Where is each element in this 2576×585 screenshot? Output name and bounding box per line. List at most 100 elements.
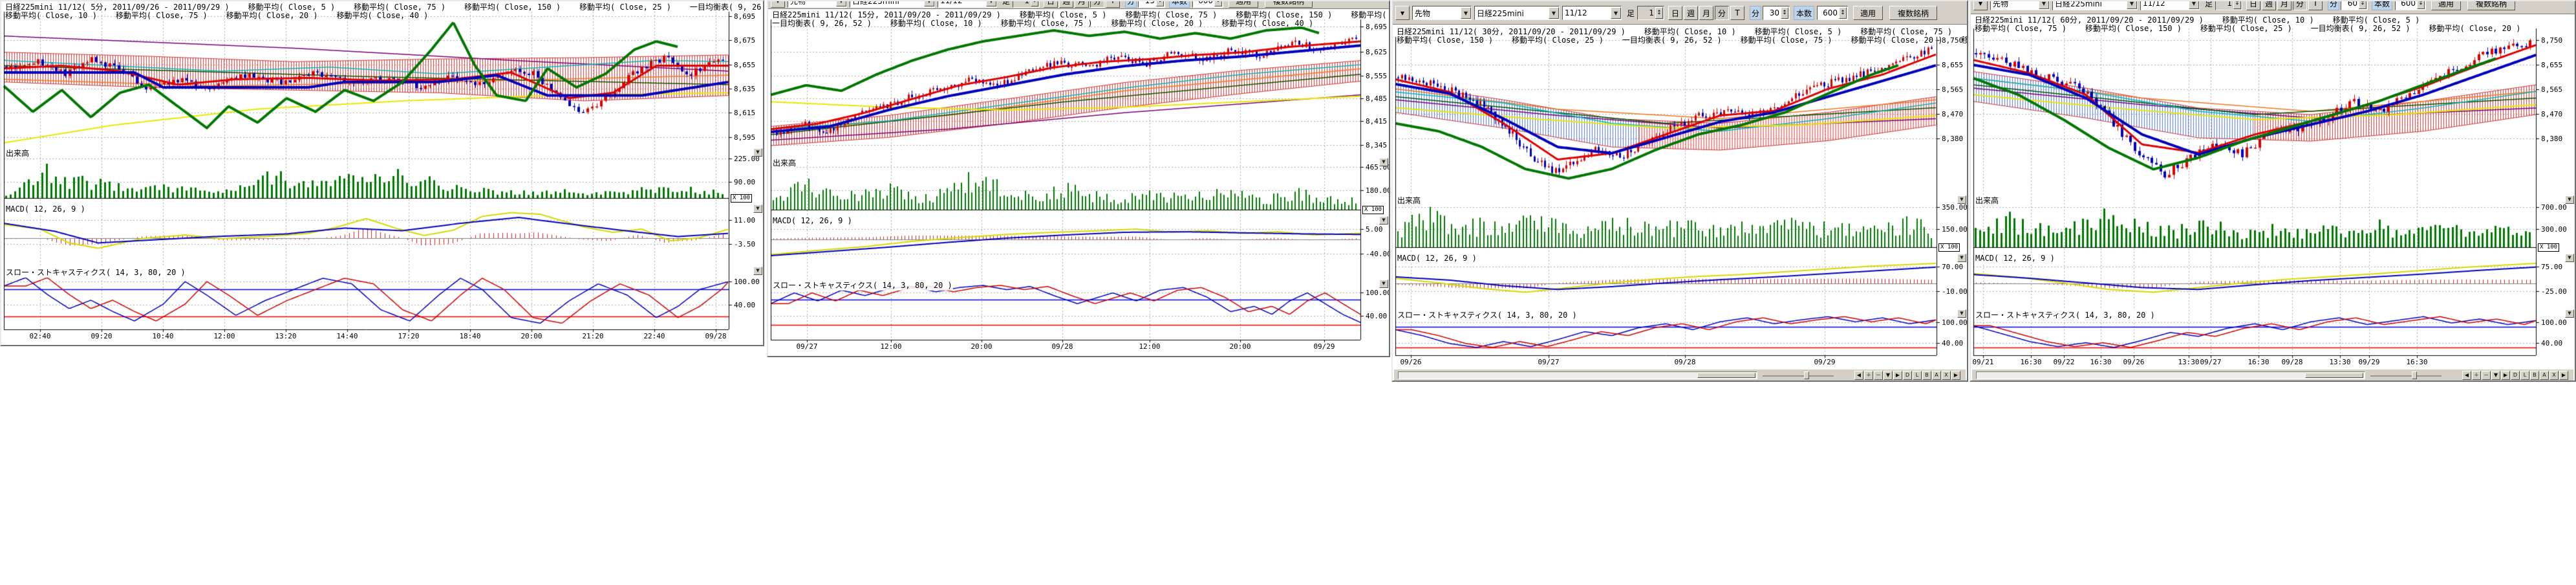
period-button-分[interactable]: 分 xyxy=(1090,1,1104,8)
symbol-select[interactable]: 日経225mini ▼ xyxy=(1474,6,1560,20)
contract-select[interactable]: 11/12 ▼ xyxy=(1562,6,1622,20)
indicator-menu-button[interactable]: ▼ xyxy=(2565,309,2574,318)
chart-tool-button-2[interactable]: － xyxy=(2482,371,2491,380)
chart-tool-button-4[interactable]: ▶ xyxy=(2501,371,2510,380)
period-button-月[interactable]: 月 xyxy=(1699,6,1713,20)
period-button-週[interactable]: 週 xyxy=(2262,1,2276,10)
chart-tool-button-7[interactable]: B xyxy=(1922,371,1931,380)
multi-symbol-button[interactable]: 複数銘柄 xyxy=(1265,1,1313,8)
multi-symbol-button[interactable]: 複数銘柄 xyxy=(2467,1,2515,10)
scrollbar-track[interactable] xyxy=(1976,371,2365,379)
scrollbar-thumb[interactable] xyxy=(2305,373,2363,378)
scrollbar-thumb[interactable] xyxy=(1697,373,1755,378)
zoom-slider-track[interactable] xyxy=(1763,375,1834,377)
chart-tool-button-6[interactable]: L xyxy=(2520,371,2529,380)
chart-tool-button-1[interactable]: ＋ xyxy=(1864,371,1873,380)
chart-tool-button-8[interactable]: A xyxy=(1932,371,1941,380)
chart-tool-button-0[interactable]: ◀ xyxy=(2462,371,2471,380)
time-axis-label: 16:30 xyxy=(2406,358,2428,366)
chart-tool-button-3[interactable]: ▼ xyxy=(2491,371,2500,380)
chart-tool-button-10[interactable]: ▶ xyxy=(2559,371,2568,380)
indicator-menu-button[interactable]: ▼ xyxy=(753,267,762,275)
category-select[interactable]: 先物 ▼ xyxy=(1412,6,1472,20)
period-button-label: 月 xyxy=(1702,8,1710,18)
period-button-日[interactable]: 日 xyxy=(1044,1,1058,8)
period-button-月[interactable]: 月 xyxy=(2277,1,2292,10)
zoom-slider-thumb[interactable] xyxy=(1804,371,1809,379)
chart-canvas[interactable] xyxy=(1971,1,2575,381)
zoom-slider-thumb[interactable] xyxy=(2412,371,2417,379)
indicator-menu-button[interactable]: ▼ xyxy=(753,204,762,213)
period-button-T[interactable]: T xyxy=(2308,1,2323,10)
period-button-分[interactable]: 分 xyxy=(1715,6,1729,20)
ashi-stepper[interactable]: 1↕ xyxy=(1013,1,1040,8)
ashi-stepper[interactable]: 1↕ xyxy=(1637,6,1664,20)
time-axis-label: 13:30 xyxy=(2178,358,2200,366)
period-button-月[interactable]: 月 xyxy=(1075,1,1089,8)
indicator-menu-button[interactable]: ▼ xyxy=(1957,254,1966,262)
bars-stepper[interactable]: 600↕ xyxy=(1192,1,1223,8)
category-select[interactable]: 先物 ▼ xyxy=(788,1,847,8)
chart-tool-button-7[interactable]: B xyxy=(2530,371,2539,380)
chart-tool-button-3[interactable]: ▼ xyxy=(1884,371,1893,380)
stoch-label: スロー・ストキャスティクス( 14, 3, 80, 20 ) xyxy=(772,280,953,291)
period-button-分[interactable]: 分 xyxy=(2293,1,2307,10)
multi-symbol-button[interactable]: 複数銘柄 xyxy=(1889,6,1937,20)
minutes-stepper[interactable]: 15↕ xyxy=(1138,1,1165,8)
minutes-stepper[interactable]: 30 ↕ xyxy=(1763,6,1790,20)
symbol-select[interactable]: 日経225mini ▼ xyxy=(850,1,935,8)
period-button-週[interactable]: 週 xyxy=(1684,6,1698,20)
chart-tool-button-8[interactable]: A xyxy=(2540,371,2549,380)
period-button-T[interactable]: T xyxy=(1106,1,1120,8)
scrollbar-track[interactable] xyxy=(1398,371,1757,379)
volume-axis-label: 300.00 xyxy=(2541,225,2567,234)
indicator-menu-button[interactable]: ▼ xyxy=(2565,195,2574,204)
apply-button[interactable]: 適用 xyxy=(2431,1,2461,10)
window-menu-button[interactable]: ▼ xyxy=(1395,6,1410,20)
chart-tool-button-9[interactable]: X xyxy=(1942,371,1951,380)
period-button-T[interactable]: T xyxy=(1730,6,1744,20)
indicator-menu-button[interactable]: ▼ xyxy=(1957,195,1966,204)
period-button-週[interactable]: 週 xyxy=(1059,1,1073,8)
chart-canvas[interactable] xyxy=(1,1,763,345)
chart-tool-button-10[interactable]: ▶ xyxy=(1951,371,1960,380)
chart-canvas[interactable] xyxy=(1393,1,1967,381)
contract-select[interactable]: 11/12 ▼ xyxy=(2140,1,2200,10)
bars-stepper[interactable]: 600↕ xyxy=(1817,6,1848,20)
dropdown-icon: ▼ xyxy=(1978,1,1983,6)
chart-tool-button-5[interactable]: D xyxy=(1903,371,1912,380)
dropdown-icon: ▼ xyxy=(756,206,760,211)
indicator-menu-button[interactable]: ▼ xyxy=(1379,216,1388,225)
indicator-menu-button[interactable]: ▼ xyxy=(1957,309,1966,318)
apply-button[interactable]: 適用 xyxy=(1853,6,1883,20)
category-select[interactable]: 先物 ▼ xyxy=(1990,1,2050,10)
period-button-日[interactable]: 日 xyxy=(1668,6,1682,20)
minutes-stepper[interactable]: 60 ↕ xyxy=(2341,1,2368,10)
apply-button[interactable]: 適用 xyxy=(1229,1,1258,8)
chart-tool-icon: ◀ xyxy=(2464,372,2469,378)
chart-tool-button-5[interactable]: D xyxy=(2511,371,2520,380)
chart-tool-button-2[interactable]: － xyxy=(1874,371,1883,380)
indicator-menu-button[interactable]: ▼ xyxy=(1379,158,1388,166)
dropdown-icon: ▼ xyxy=(1549,7,1559,19)
chart-tool-button-4[interactable]: ▶ xyxy=(1893,371,1902,380)
chart-tool-button-0[interactable]: ◀ xyxy=(1854,371,1863,380)
time-axis-label: 10:40 xyxy=(152,332,174,340)
ashi-stepper[interactable]: 1↕ xyxy=(2215,1,2242,10)
indicator-menu-button[interactable]: ▼ xyxy=(1379,280,1388,288)
contract-select[interactable]: 11/12 ▼ xyxy=(938,1,997,8)
symbol-select[interactable]: 日経225mini ▼ xyxy=(2052,1,2138,10)
zoom-slider-track[interactable] xyxy=(2370,375,2442,377)
indicator-menu-button[interactable]: ▼ xyxy=(2565,254,2574,262)
chart-tool-button-6[interactable]: L xyxy=(1913,371,1922,380)
indicator-menu-button[interactable]: ▼ xyxy=(753,148,762,157)
bars-stepper[interactable]: 600↕ xyxy=(2395,1,2426,10)
chart-canvas[interactable] xyxy=(768,1,1389,356)
window-menu-button[interactable]: ▼ xyxy=(771,1,785,8)
symbol-select-value: 日経225mini xyxy=(852,1,899,6)
chart-tool-button-9[interactable]: X xyxy=(2549,371,2559,380)
period-button-日[interactable]: 日 xyxy=(2246,1,2260,10)
window-menu-button[interactable]: ▼ xyxy=(1973,1,1988,10)
chart-header-line1: 日経225mini 11/12( 30分, 2011/09/20 - 2011/… xyxy=(1397,27,1953,36)
chart-tool-button-1[interactable]: ＋ xyxy=(2472,371,2481,380)
